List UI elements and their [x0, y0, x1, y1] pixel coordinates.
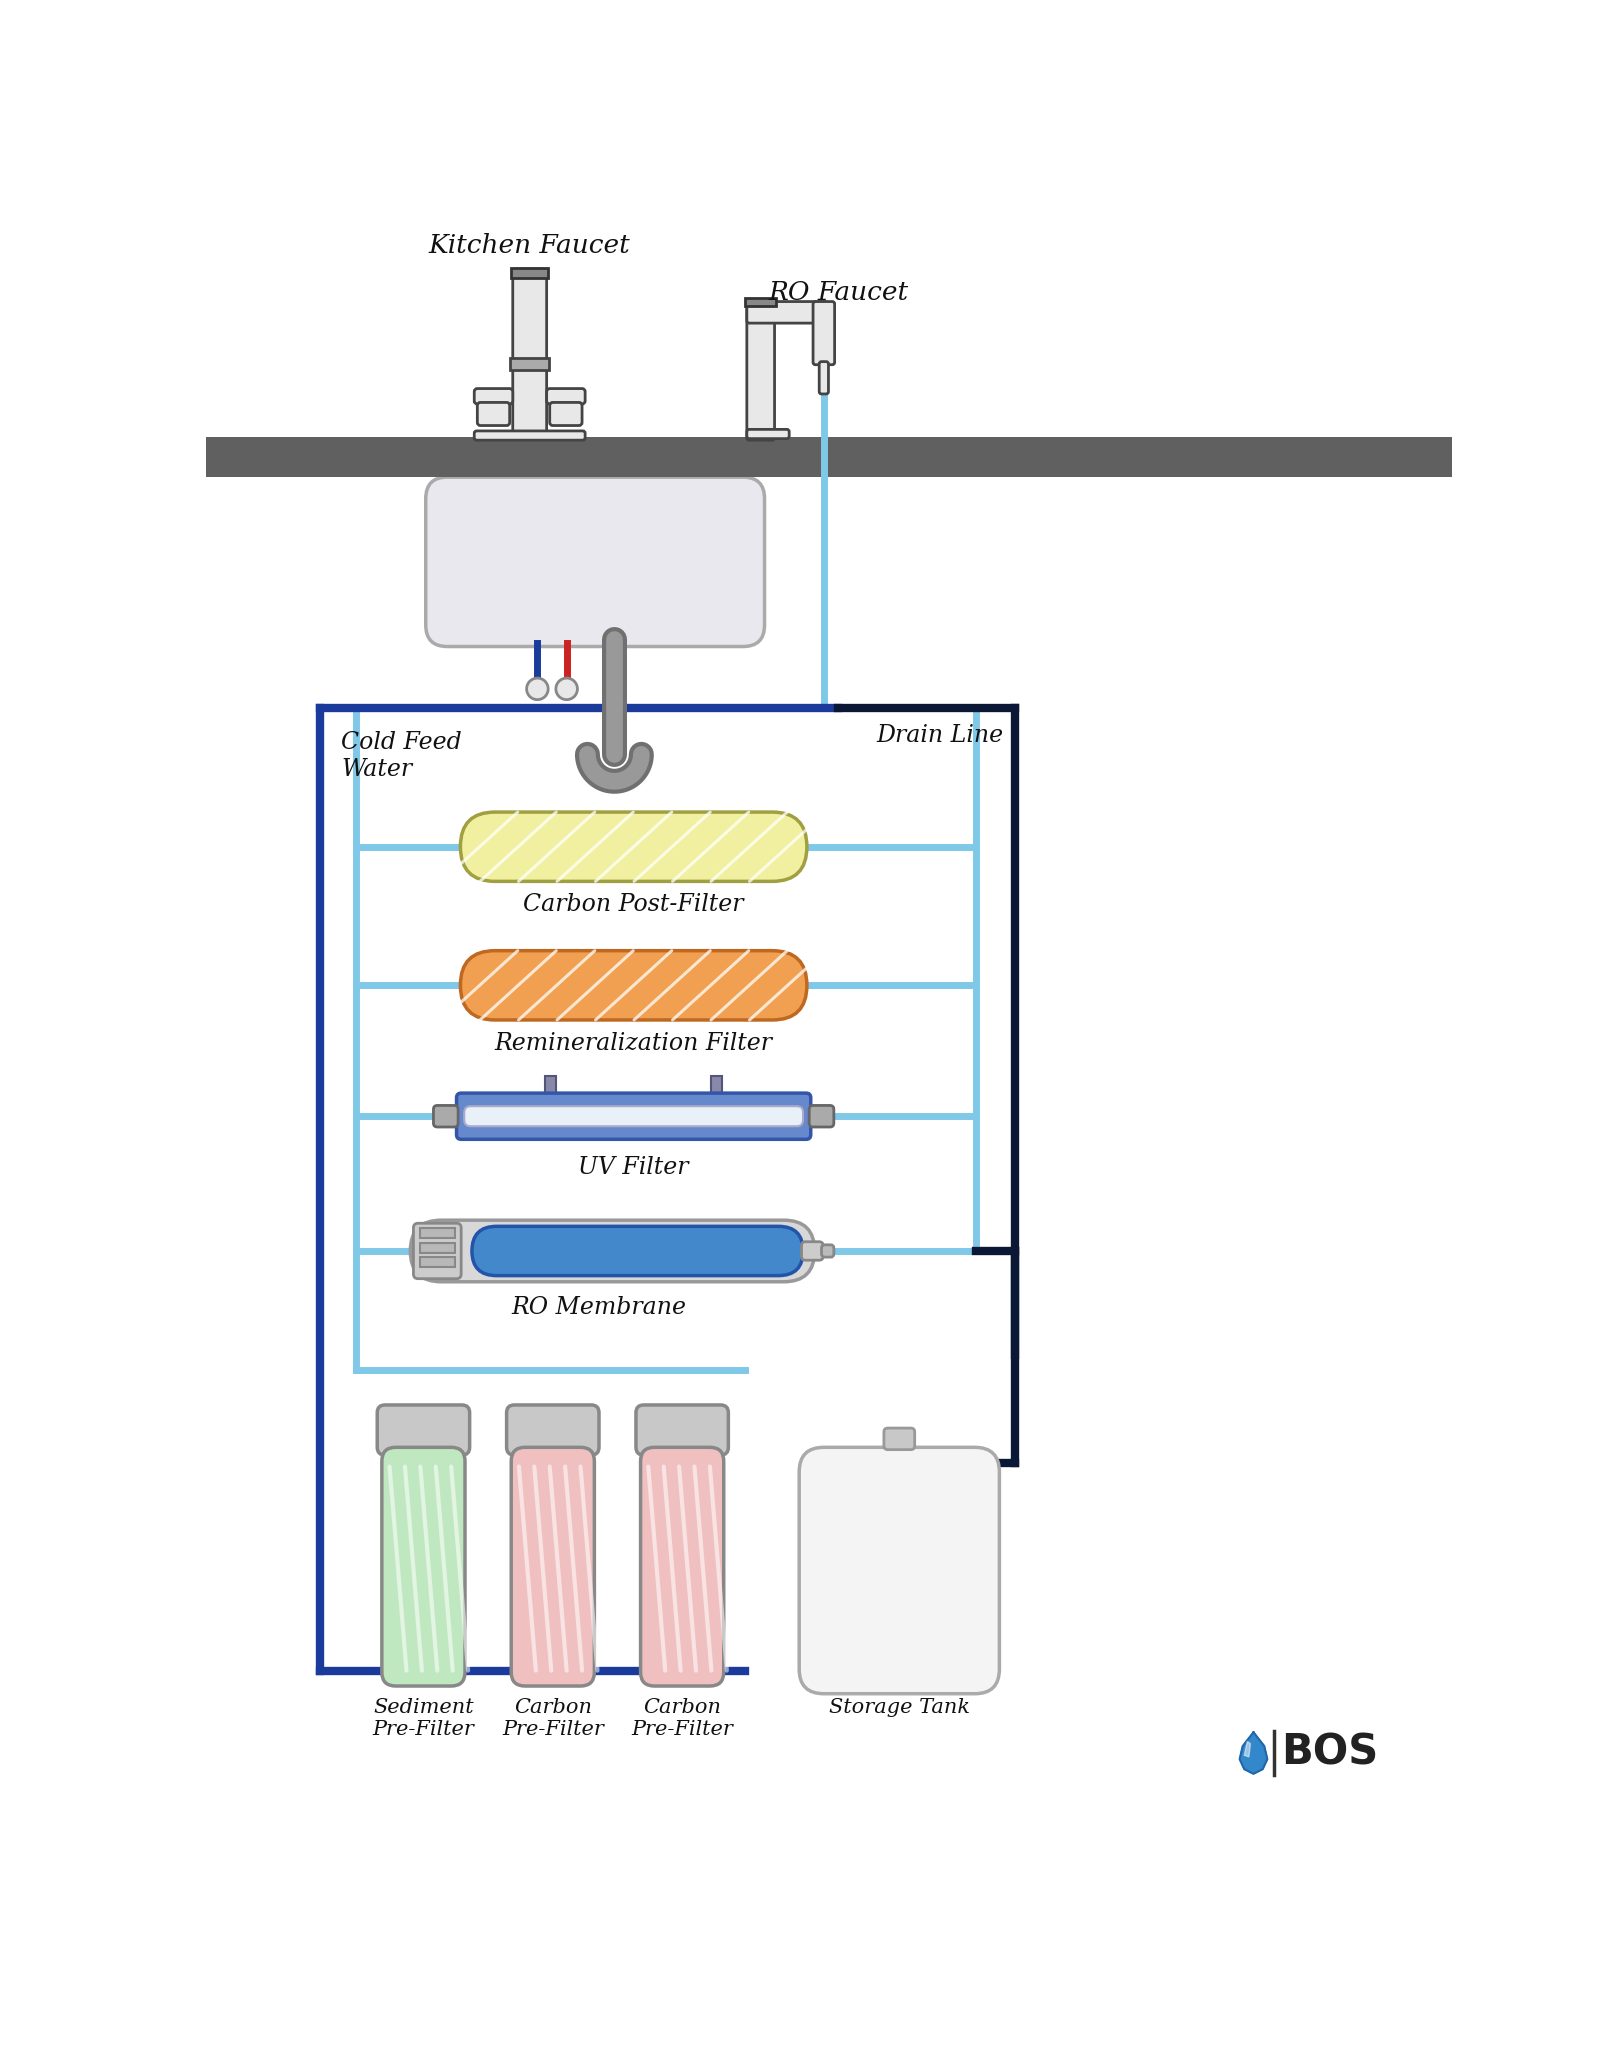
FancyBboxPatch shape	[547, 388, 586, 404]
FancyBboxPatch shape	[474, 388, 513, 404]
FancyBboxPatch shape	[801, 1241, 824, 1259]
FancyBboxPatch shape	[641, 1448, 723, 1686]
Circle shape	[557, 679, 578, 699]
FancyBboxPatch shape	[550, 402, 582, 425]
Bar	[510, 357, 549, 369]
Text: RO Membrane: RO Membrane	[511, 1296, 686, 1319]
FancyBboxPatch shape	[819, 361, 828, 394]
FancyBboxPatch shape	[748, 301, 775, 441]
FancyBboxPatch shape	[472, 1226, 803, 1276]
Text: Remineralization Filter: Remineralization Filter	[495, 1032, 773, 1054]
FancyBboxPatch shape	[426, 478, 765, 646]
FancyBboxPatch shape	[434, 1105, 458, 1126]
Text: Carbon Post-Filter: Carbon Post-Filter	[523, 892, 744, 917]
FancyBboxPatch shape	[474, 431, 586, 441]
Text: Carbon
Pre-Filter: Carbon Pre-Filter	[631, 1698, 733, 1739]
Bar	[545, 1077, 557, 1095]
Text: BOS: BOS	[1281, 1731, 1379, 1774]
FancyBboxPatch shape	[636, 1405, 728, 1454]
FancyBboxPatch shape	[883, 1427, 914, 1450]
Text: Kitchen Faucet: Kitchen Faucet	[429, 234, 631, 258]
Bar	[712, 1077, 722, 1095]
FancyBboxPatch shape	[456, 1093, 811, 1138]
FancyBboxPatch shape	[814, 301, 835, 365]
Bar	[419, 1229, 455, 1239]
FancyBboxPatch shape	[464, 1105, 803, 1126]
FancyBboxPatch shape	[799, 1448, 1000, 1694]
Polygon shape	[1239, 1733, 1267, 1774]
FancyBboxPatch shape	[382, 1448, 464, 1686]
FancyBboxPatch shape	[461, 952, 807, 1019]
FancyBboxPatch shape	[513, 269, 547, 437]
FancyBboxPatch shape	[506, 1405, 599, 1454]
Text: Sediment
Pre-Filter: Sediment Pre-Filter	[372, 1698, 474, 1739]
Bar	[419, 1243, 455, 1253]
Text: Cold Feed
Water: Cold Feed Water	[341, 732, 461, 781]
Circle shape	[526, 679, 549, 699]
Text: UV Filter: UV Filter	[578, 1157, 689, 1179]
FancyBboxPatch shape	[477, 402, 510, 425]
Bar	[419, 1257, 455, 1268]
FancyBboxPatch shape	[511, 1448, 594, 1686]
FancyBboxPatch shape	[461, 812, 807, 882]
Bar	[511, 269, 549, 279]
Bar	[207, 437, 1451, 478]
Bar	[746, 299, 777, 306]
Text: RO Faucet: RO Faucet	[769, 281, 909, 306]
Text: Storage Tank: Storage Tank	[828, 1698, 969, 1717]
FancyBboxPatch shape	[822, 1245, 833, 1257]
FancyBboxPatch shape	[748, 301, 828, 324]
Polygon shape	[1244, 1741, 1251, 1758]
FancyBboxPatch shape	[377, 1405, 469, 1454]
FancyBboxPatch shape	[411, 1220, 814, 1282]
FancyBboxPatch shape	[414, 1222, 461, 1278]
FancyBboxPatch shape	[748, 429, 790, 439]
Text: Drain Line: Drain Line	[877, 724, 1003, 747]
FancyBboxPatch shape	[809, 1105, 833, 1126]
Text: Carbon
Pre-Filter: Carbon Pre-Filter	[502, 1698, 604, 1739]
